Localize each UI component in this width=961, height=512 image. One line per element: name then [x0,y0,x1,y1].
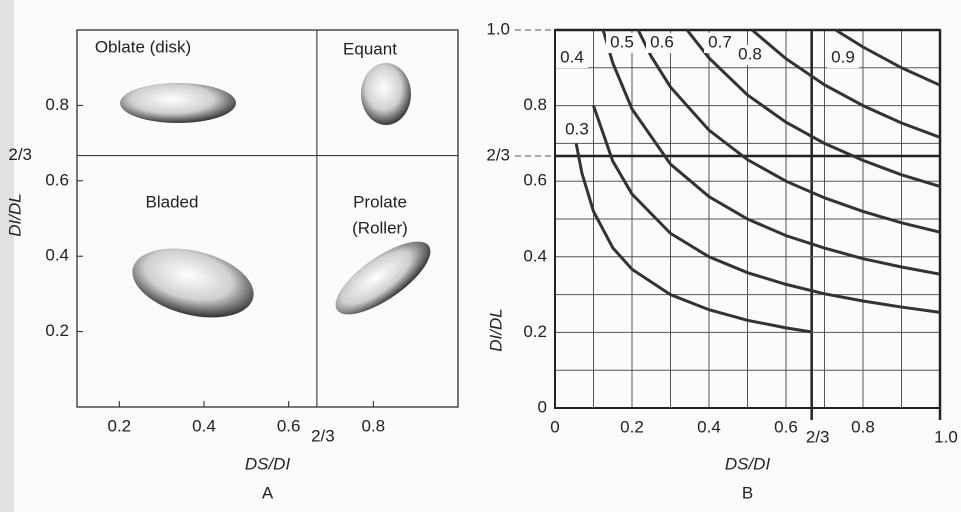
curve-label: 0.6 [650,32,674,51]
x-tick-label: 0.4 [192,416,216,435]
x-tick-label: 0.8 [362,416,386,435]
bladed-shape [132,248,254,318]
panel-label: B [742,483,753,502]
sphericity-curve [574,143,812,334]
curve-label-bg [561,120,593,140]
plot-frame [554,29,941,409]
plot-frame [76,29,459,408]
y-tick-label: 0 [538,397,547,416]
sphericity-curve [592,105,941,314]
y-axis-label: DI/DL [5,193,24,236]
x-axis-label: DS/DI [245,454,291,473]
x-tick-label: 0 [550,417,559,436]
prolate-shape [335,241,431,315]
x-tick-label: 0.8 [851,417,875,436]
curve-label: 0.4 [560,47,584,66]
curve-label-bg [827,48,859,68]
sphericity-curve [601,29,941,276]
y-tick-label: 0.2 [523,322,547,341]
x-tick-label: 0.6 [277,416,301,435]
oblate-shape [120,83,236,123]
y-axis-label: DI/DL [486,308,505,351]
scan-edge [0,0,14,512]
y-tick-label: 0.2 [45,321,69,340]
y-tick-label: 0.4 [523,246,547,265]
curve-label-bg [556,48,588,68]
curve-label-bg [606,33,638,53]
y-tick-label: 0.6 [45,170,69,189]
curve-label: 0.3 [565,119,589,138]
particle-shapes [120,63,431,318]
sphericity-curve [685,29,941,188]
curve-label-bg [734,45,766,65]
sphericity-curve [636,29,941,234]
y-tick-label: 0.8 [45,95,69,114]
curve-label: 0.8 [738,44,762,63]
x-tick-label: 0.4 [697,417,721,436]
y-tick-label: 0.4 [45,246,69,265]
y-tick-label: 0.8 [523,95,547,114]
region-label: Prolate [353,192,407,211]
x-axis-label: DS/DI [725,454,771,473]
sphericity-curve [751,28,941,139]
region-label: Equant [343,39,397,58]
curve-label: 0.5 [610,32,634,51]
x-tick-label: 2/3 [311,426,335,445]
x-tick-label: 0.2 [108,416,132,435]
y-tick-label: 2/3 [8,145,32,164]
region-label: (Roller) [352,218,408,237]
region-label: Oblate (disk) [95,37,191,56]
y-tick-label: 2/3 [486,145,510,164]
equant-shape [361,63,411,125]
curve-label: 0.9 [831,47,855,66]
curve-label-bg [646,33,678,53]
curve-label-bg [704,33,736,53]
region-label: Bladed [146,192,199,211]
panel-label: A [262,483,274,502]
sphericity-curve [834,28,941,87]
y-tick-label: 0.6 [523,171,547,190]
x-tick-label: 1.0 [934,427,958,446]
x-tick-label: 0.2 [620,417,644,436]
curve-label: 0.7 [708,32,732,51]
x-tick-label: 2/3 [806,427,830,446]
y-tick-label: 1.0 [486,19,510,38]
x-tick-label: 0.6 [774,417,798,436]
